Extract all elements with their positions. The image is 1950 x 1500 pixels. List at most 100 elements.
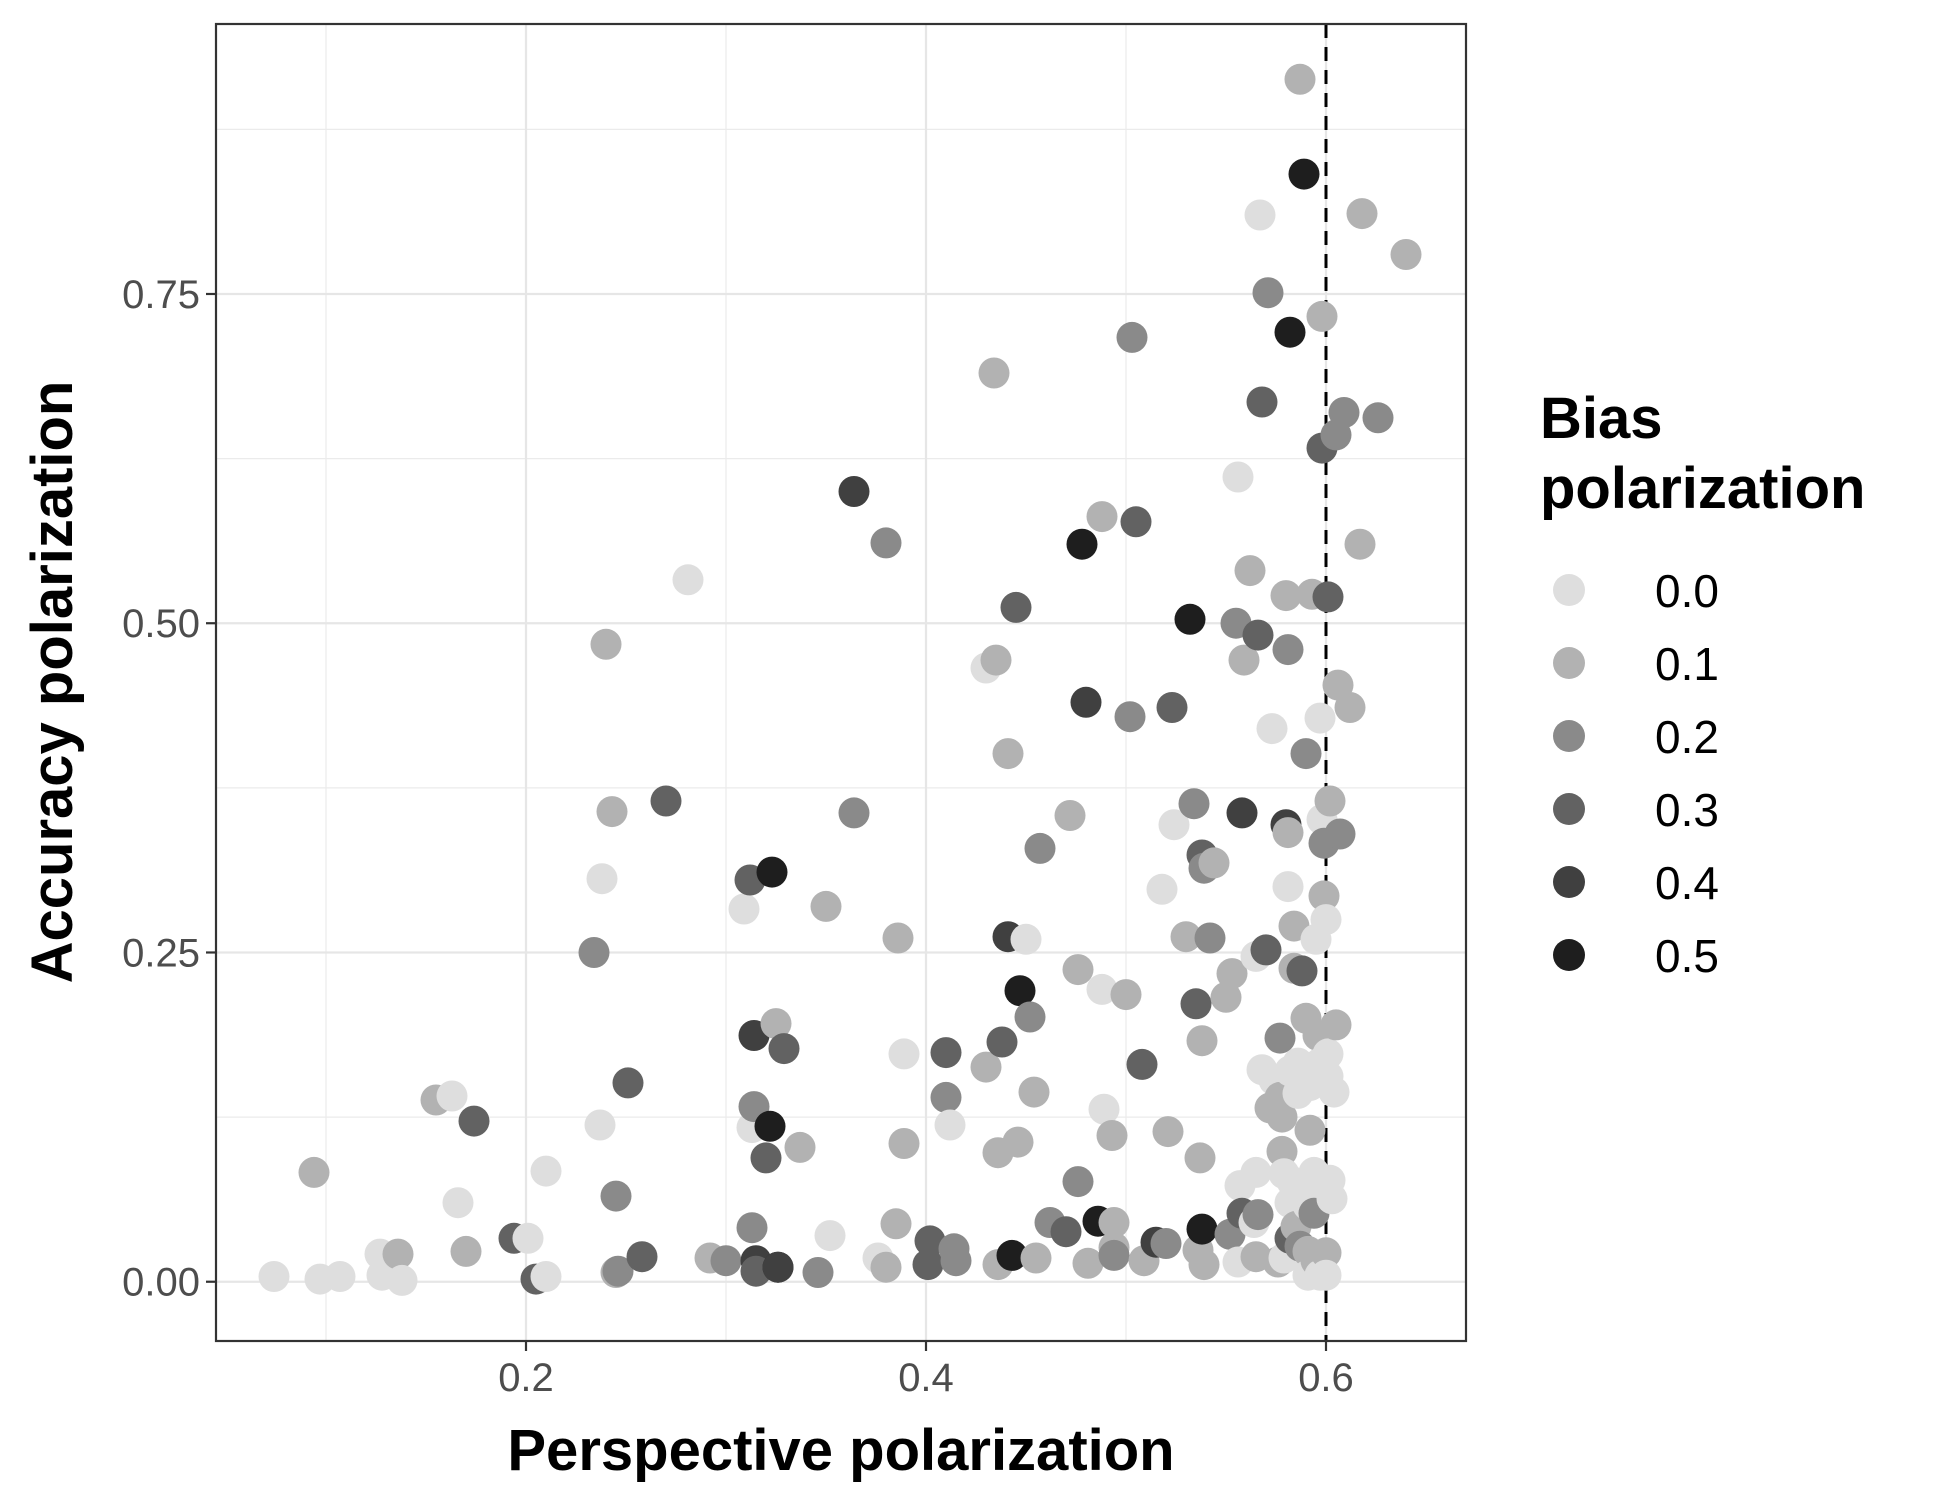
data-point: [436, 1080, 468, 1112]
data-point: [1194, 922, 1226, 954]
y-tick-label: 0.75: [122, 273, 200, 317]
data-point: [1024, 832, 1056, 864]
data-point: [1186, 1213, 1218, 1245]
y-tick-label: 0.00: [122, 1261, 200, 1305]
data-point: [1018, 1076, 1050, 1108]
data-point: [760, 1008, 792, 1040]
data-point: [1098, 1239, 1130, 1271]
data-point: [1004, 975, 1036, 1007]
data-point: [736, 1212, 768, 1244]
data-point: [996, 1239, 1028, 1271]
data-point: [1272, 871, 1304, 903]
data-point: [870, 1251, 902, 1283]
data-point: [1310, 1259, 1342, 1291]
data-point: [1072, 1247, 1104, 1279]
data-point: [1294, 1114, 1326, 1146]
legend-key-swatch: [1553, 647, 1585, 679]
data-point: [880, 1208, 912, 1240]
data-point: [1252, 277, 1284, 309]
data-point: [882, 922, 914, 954]
data-point: [596, 796, 628, 828]
data-point: [1020, 1242, 1052, 1274]
data-point: [1318, 1076, 1350, 1108]
data-point: [1054, 800, 1086, 831]
data-point: [838, 797, 870, 829]
x-tick-label: 0.4: [898, 1356, 954, 1400]
data-point: [1188, 1249, 1220, 1281]
data-point: [1062, 1166, 1094, 1198]
data-point: [986, 1026, 1018, 1058]
data-point: [970, 1051, 1002, 1083]
data-point: [672, 564, 704, 596]
data-point: [1390, 239, 1422, 270]
data-point: [1328, 397, 1360, 428]
data-point: [1306, 300, 1338, 332]
data-point: [626, 1241, 658, 1273]
x-axis: 0.2 0.4 0.6: [498, 1341, 1354, 1400]
legend-key-label: 0.2: [1655, 711, 1719, 763]
data-point: [930, 1081, 962, 1113]
data-point: [1010, 923, 1042, 955]
data-point: [934, 1109, 966, 1141]
data-point: [1126, 1048, 1158, 1080]
data-point: [1346, 198, 1378, 230]
data-point: [1272, 817, 1304, 849]
data-point: [1216, 958, 1248, 990]
legend-title-line-2: polarization: [1540, 456, 1865, 521]
y-tick-label: 0.50: [122, 602, 200, 646]
data-point: [382, 1238, 414, 1270]
data-point: [1284, 63, 1316, 95]
legend-key-label: 0.1: [1655, 638, 1719, 690]
data-point: [1242, 619, 1274, 651]
data-point: [810, 890, 842, 922]
data-point: [612, 1067, 644, 1099]
data-point: [1158, 809, 1190, 841]
data-point: [1110, 979, 1142, 1011]
x-axis-title: Perspective polarization: [507, 1418, 1174, 1483]
data-point: [914, 1225, 946, 1257]
data-point: [1242, 1199, 1274, 1231]
data-point: [1250, 934, 1282, 966]
data-point: [324, 1261, 356, 1292]
y-axis-title: Accuracy polarization: [20, 381, 85, 984]
data-point: [458, 1105, 490, 1137]
data-point: [1150, 1228, 1182, 1259]
legend-key-label: 0.3: [1655, 784, 1719, 836]
data-point: [1272, 634, 1304, 666]
data-point: [1186, 1025, 1218, 1057]
data-point: [888, 1128, 920, 1159]
data-point: [1000, 591, 1032, 623]
data-point: [1310, 1237, 1342, 1269]
data-point: [1178, 788, 1210, 820]
data-point: [1234, 555, 1266, 587]
data-point: [258, 1261, 290, 1292]
data-point: [728, 893, 760, 925]
data-point: [1156, 692, 1188, 723]
data-point: [386, 1264, 418, 1296]
data-point: [1362, 402, 1394, 434]
data-point: [1002, 1126, 1034, 1158]
data-point: [530, 1261, 562, 1292]
y-tick-label: 0.25: [122, 931, 200, 975]
data-point: [1312, 1038, 1344, 1070]
legend-key-label: 0.4: [1655, 857, 1719, 909]
data-point: [1310, 904, 1342, 936]
data-point: [992, 738, 1024, 770]
data-point: [1210, 981, 1242, 1013]
data-point: [512, 1222, 544, 1254]
data-point: [1088, 1093, 1120, 1125]
data-point: [1152, 1116, 1184, 1148]
data-point: [1228, 644, 1260, 676]
data-point: [1120, 506, 1152, 538]
data-point: [298, 1156, 330, 1188]
data-point: [1240, 1156, 1272, 1188]
data-point: [1096, 1120, 1128, 1151]
data-point: [1270, 580, 1302, 612]
data-point: [578, 937, 610, 968]
data-point: [1314, 785, 1346, 817]
data-point: [912, 1249, 944, 1281]
data-point: [1288, 158, 1320, 190]
data-point: [1174, 603, 1206, 635]
